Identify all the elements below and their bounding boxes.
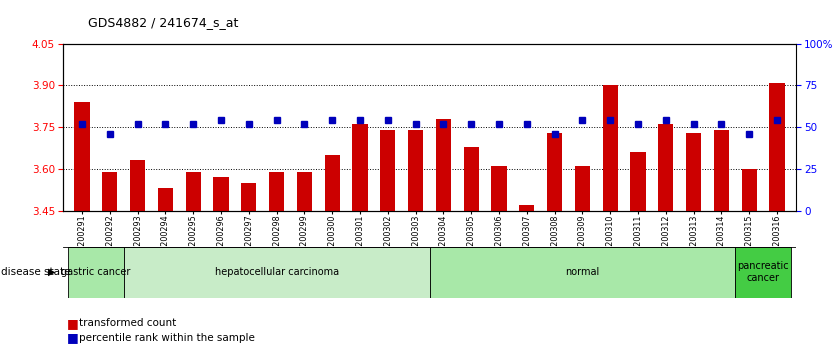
Bar — [519, 205, 535, 211]
Text: percentile rank within the sample: percentile rank within the sample — [79, 333, 255, 343]
Bar — [185, 172, 201, 211]
Bar — [408, 130, 423, 211]
Bar — [380, 130, 395, 211]
Bar — [769, 82, 785, 211]
Text: ■: ■ — [67, 331, 78, 344]
Text: GDS4882 / 241674_s_at: GDS4882 / 241674_s_at — [88, 16, 238, 29]
Bar — [435, 119, 451, 211]
Bar — [130, 160, 145, 211]
Text: gastric cancer: gastric cancer — [61, 267, 131, 277]
Bar — [241, 183, 256, 211]
Bar — [658, 124, 674, 211]
Bar — [102, 172, 118, 211]
Text: normal: normal — [565, 267, 600, 277]
Text: hepatocellular carcinoma: hepatocellular carcinoma — [214, 267, 339, 277]
Bar — [686, 132, 701, 211]
Text: ■: ■ — [67, 317, 78, 330]
Bar — [352, 124, 368, 211]
Bar — [324, 155, 340, 211]
Text: ▶: ▶ — [48, 267, 55, 277]
Bar — [68, 247, 123, 298]
Bar — [269, 172, 284, 211]
Bar — [602, 85, 618, 211]
Text: transformed count: transformed count — [79, 318, 177, 328]
Bar — [158, 188, 173, 211]
Bar — [214, 177, 229, 211]
Bar — [74, 102, 90, 211]
Bar — [736, 247, 791, 298]
Bar — [123, 247, 430, 298]
Bar — [575, 166, 590, 211]
Bar — [430, 247, 736, 298]
Bar — [547, 132, 562, 211]
Bar — [741, 169, 757, 211]
Bar — [491, 166, 507, 211]
Bar — [297, 172, 312, 211]
Bar — [714, 130, 729, 211]
Text: disease state: disease state — [1, 267, 70, 277]
Bar — [464, 147, 479, 211]
Text: pancreatic
cancer: pancreatic cancer — [737, 261, 789, 283]
Bar — [631, 152, 646, 211]
